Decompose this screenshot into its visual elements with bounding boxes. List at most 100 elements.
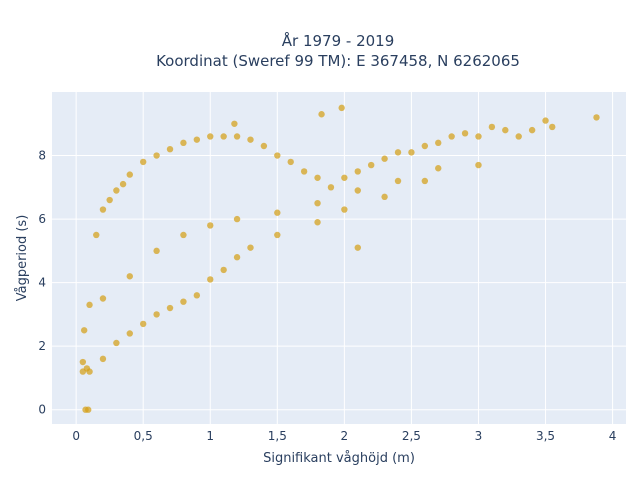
data-point: [126, 273, 133, 280]
data-point: [327, 184, 335, 191]
data-point: [354, 244, 361, 251]
data-point: [207, 276, 214, 283]
x-tick-label: 3,5: [536, 429, 555, 443]
data-point: [338, 104, 345, 112]
data-point: [193, 292, 201, 299]
data-point: [435, 165, 442, 172]
data-point: [287, 158, 294, 166]
data-point: [153, 311, 160, 318]
data-point: [86, 301, 93, 309]
data-point: [220, 266, 227, 274]
data-point: [354, 187, 361, 194]
data-point: [274, 152, 281, 159]
data-point: [515, 133, 522, 140]
chart-title-line1: År 1979 - 2019: [282, 31, 395, 50]
y-tick-label: 0: [38, 403, 46, 417]
data-points: [79, 104, 600, 413]
data-point: [80, 327, 88, 334]
x-tick-label: 1,5: [268, 429, 287, 443]
data-point: [233, 254, 241, 261]
data-point: [231, 120, 238, 127]
y-tick-label: 6: [38, 212, 46, 226]
y-tick-label: 4: [38, 276, 46, 290]
data-point: [247, 244, 254, 251]
data-point: [394, 177, 402, 185]
data-point: [85, 406, 92, 413]
data-point: [341, 174, 348, 181]
x-tick-label: 3: [475, 429, 483, 443]
data-point: [113, 187, 120, 194]
data-point: [549, 123, 556, 131]
data-point: [180, 298, 187, 305]
y-axis-ticks: 0 2 4 6 8: [38, 149, 46, 417]
data-point: [207, 222, 214, 229]
data-point: [233, 133, 241, 140]
data-point: [528, 126, 536, 134]
data-point: [106, 196, 113, 204]
data-point: [220, 133, 227, 140]
data-point: [113, 339, 120, 347]
y-tick-label: 2: [38, 339, 46, 353]
data-point: [260, 142, 268, 150]
y-axis-title: Vågperiod (s): [15, 215, 30, 302]
data-point: [274, 209, 281, 216]
x-tick-label: 0,5: [134, 429, 153, 443]
data-point: [86, 368, 93, 375]
data-point: [318, 111, 325, 118]
data-point: [354, 168, 361, 175]
data-point: [593, 114, 600, 121]
data-point: [381, 193, 388, 201]
data-point: [314, 219, 321, 226]
x-tick-label: 4: [609, 429, 617, 443]
data-point: [475, 133, 482, 140]
data-point: [314, 199, 321, 207]
data-point: [193, 136, 201, 143]
data-point: [119, 180, 127, 188]
data-point: [153, 152, 160, 159]
data-point: [247, 136, 254, 143]
data-point: [341, 206, 348, 213]
x-axis-ticks: 0 0,5 1 1,5 2 2,5 3 3,5 4: [72, 429, 616, 443]
data-point: [99, 206, 107, 213]
x-tick-label: 1: [206, 429, 214, 443]
data-point: [367, 161, 375, 169]
x-tick-label: 2,5: [402, 429, 421, 443]
data-point: [180, 231, 187, 239]
plot-area: [52, 92, 626, 424]
y-tick-label: 8: [38, 149, 46, 163]
data-point: [126, 330, 133, 337]
data-point: [381, 155, 388, 162]
data-point: [153, 247, 160, 255]
data-point: [421, 142, 429, 150]
data-point: [139, 320, 147, 328]
grid: [52, 92, 626, 424]
data-point: [475, 161, 482, 169]
data-point: [300, 168, 308, 175]
data-point: [461, 130, 469, 137]
data-point: [448, 133, 455, 140]
data-point: [274, 231, 281, 239]
data-point: [435, 139, 442, 147]
data-point: [408, 149, 415, 156]
data-point: [233, 215, 241, 223]
data-point: [93, 231, 100, 239]
data-point: [542, 117, 549, 124]
data-point: [488, 123, 496, 131]
data-point: [314, 174, 321, 181]
data-point: [207, 133, 214, 140]
chart-title-line2: Koordinat (Sweref 99 TM): E 367458, N 62…: [156, 52, 520, 70]
x-axis-title: Signifikant våghöjd (m): [263, 451, 415, 466]
data-point: [166, 145, 174, 153]
x-tick-label: 2: [341, 429, 349, 443]
data-point: [421, 177, 429, 185]
x-tick-label: 0: [72, 429, 80, 443]
data-point: [180, 139, 187, 147]
data-point: [126, 171, 133, 178]
data-point: [99, 355, 107, 363]
data-point: [99, 295, 107, 302]
data-point: [394, 149, 402, 156]
data-point: [502, 126, 509, 134]
data-point: [166, 304, 174, 312]
data-point: [139, 158, 147, 166]
